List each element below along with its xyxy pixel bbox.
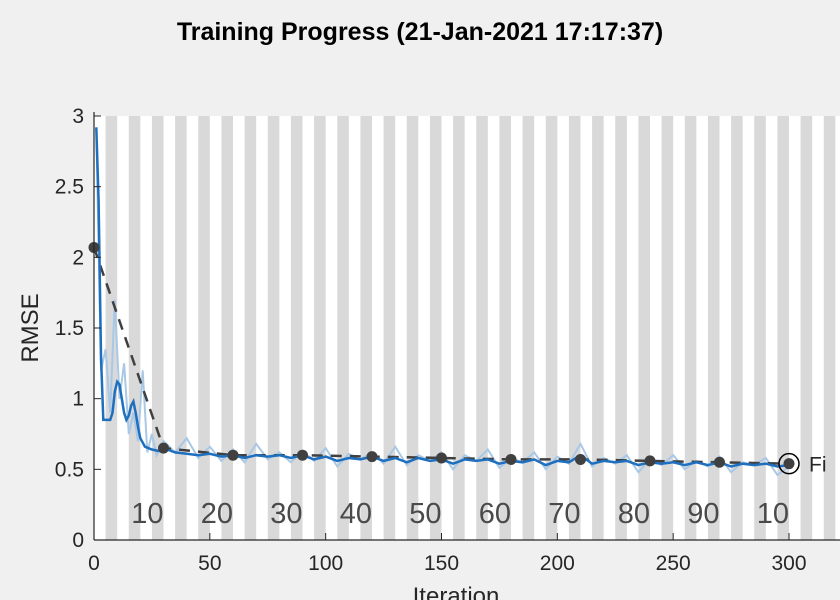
epoch-label: 10 (131, 498, 163, 530)
epoch-band (151, 116, 164, 540)
validation-point (505, 453, 517, 465)
y-tick-label: 3 (72, 105, 84, 128)
validation-point (158, 442, 169, 454)
epoch-band (267, 116, 280, 540)
epoch-band (476, 116, 488, 540)
epoch-label: 60 (479, 498, 511, 530)
validation-point (575, 453, 586, 465)
x-tick-label: 250 (656, 552, 691, 575)
y-tick-label: 0 (72, 529, 84, 552)
epoch-band (337, 116, 349, 540)
smoothed-rmse-line (95, 127, 790, 468)
epoch-band (499, 116, 511, 540)
validation-point (714, 456, 725, 468)
epoch-band (568, 116, 581, 540)
y-tick-label: 2.5 (55, 176, 84, 199)
epoch-band (290, 116, 303, 540)
epoch-band (128, 116, 141, 540)
y-tick-label: 2 (72, 246, 84, 269)
validation-point (227, 449, 239, 461)
epoch-band (360, 116, 372, 540)
epoch-band (198, 116, 210, 540)
epoch-band (800, 116, 813, 540)
epoch-band (522, 116, 535, 540)
epoch-label: 10 (757, 498, 789, 530)
epoch-band (638, 116, 650, 540)
epoch-band (406, 116, 419, 540)
epoch-label: 70 (548, 498, 580, 530)
validation-point (297, 449, 308, 461)
epoch-band (221, 116, 233, 540)
validation-point (436, 452, 447, 464)
epoch-band (615, 116, 627, 540)
validation-point (783, 458, 795, 470)
epoch-band (823, 116, 836, 540)
y-tick-label: 1 (72, 388, 84, 411)
x-tick-label: 200 (540, 552, 575, 575)
epoch-band (592, 116, 604, 540)
epoch-label: 30 (270, 498, 302, 530)
epoch-band (429, 116, 442, 540)
epoch-label: 90 (687, 498, 719, 530)
epoch-band (383, 116, 396, 540)
final-label: Fi (809, 454, 827, 477)
x-axis-label: Iteration (413, 583, 500, 600)
epoch-label: 80 (618, 498, 650, 530)
x-tick-label: 100 (308, 552, 343, 575)
epoch-band (545, 116, 558, 540)
epoch-band (661, 116, 674, 540)
epoch-band (105, 116, 118, 540)
epoch-band (777, 116, 789, 540)
validation-point (644, 455, 656, 467)
epoch-band (684, 116, 697, 540)
final-marker-ring (778, 452, 800, 475)
validation-point (366, 451, 378, 463)
x-tick-label: 50 (198, 552, 221, 575)
y-tick-label: 0.5 (55, 458, 84, 481)
epoch-band (707, 116, 720, 540)
epoch-band (175, 116, 187, 540)
epoch-band (314, 116, 326, 540)
epoch-band (754, 116, 766, 540)
epoch-label: 20 (201, 498, 233, 530)
epoch-label: 40 (340, 498, 372, 530)
epoch-label: 50 (409, 498, 441, 530)
epoch-band (244, 116, 257, 540)
epoch-band (731, 116, 743, 540)
epoch-band (453, 116, 465, 540)
chart-title: Training Progress (21-Jan-2021 17:17:37) (176, 18, 664, 46)
x-tick-label: 150 (424, 552, 459, 575)
x-tick-label: 0 (88, 552, 100, 575)
y-axis-label: RMSE (17, 293, 44, 362)
y-tick-label: 1.5 (55, 317, 84, 340)
x-tick-label: 300 (771, 552, 806, 575)
